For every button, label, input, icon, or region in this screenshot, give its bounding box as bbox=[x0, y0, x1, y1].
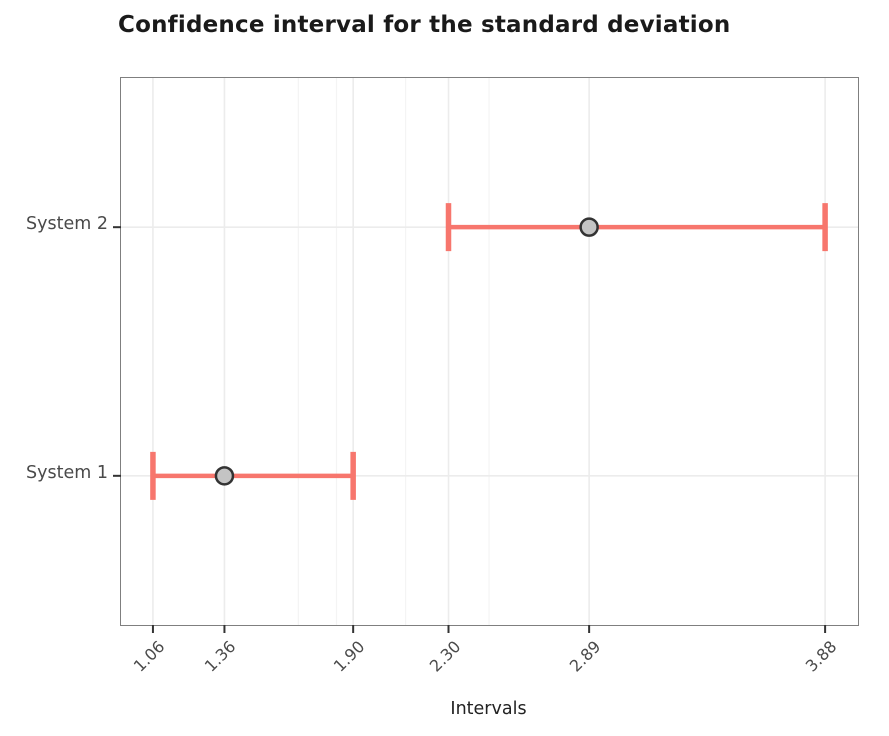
x-tick-label: 1.36 bbox=[201, 637, 240, 676]
x-tick-label: 1.06 bbox=[129, 637, 169, 676]
chart-canvas bbox=[113, 78, 858, 633]
y-tick-label: System 2 bbox=[26, 214, 108, 235]
chart-title: Confidence interval for the standard dev… bbox=[118, 12, 731, 38]
x-axis-title: Intervals bbox=[450, 699, 527, 719]
x-tick-label: 1.90 bbox=[329, 637, 369, 676]
y-tick-label: System 1 bbox=[26, 462, 108, 483]
x-tick-label: 2.30 bbox=[425, 637, 464, 676]
x-tick-label: 2.89 bbox=[565, 637, 605, 676]
center-point bbox=[214, 466, 235, 486]
plot-panel bbox=[113, 77, 859, 633]
center-point bbox=[579, 217, 599, 237]
x-tick-label: 3.88 bbox=[801, 637, 841, 676]
